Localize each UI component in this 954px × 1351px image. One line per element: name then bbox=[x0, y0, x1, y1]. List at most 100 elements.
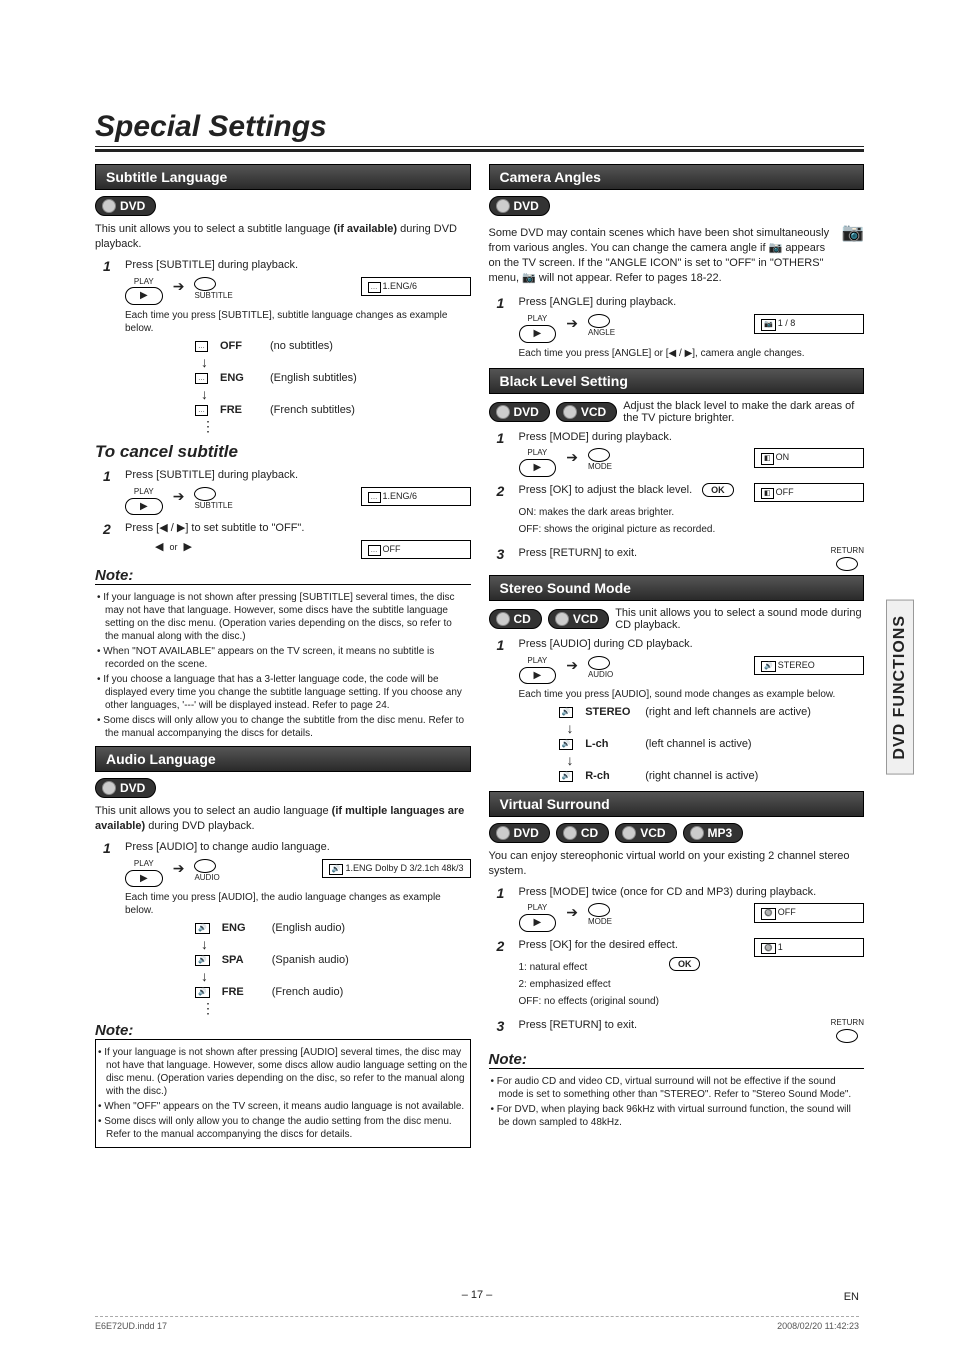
note-heading: Note: bbox=[489, 1051, 865, 1069]
down-arrow-icon: ↓ bbox=[201, 971, 471, 982]
dvd-badge: DVD bbox=[95, 196, 156, 216]
disc-icon bbox=[563, 826, 577, 840]
intro-text: This unit allows you to select an audio … bbox=[95, 804, 471, 834]
section-black-level: Black Level Setting bbox=[489, 368, 865, 394]
step-number: 1 bbox=[497, 885, 511, 901]
mode-code: STEREO bbox=[585, 705, 635, 720]
button-label: ANGLE bbox=[588, 328, 615, 339]
osd-display: 📷1 / 8 bbox=[754, 314, 864, 333]
print-file: E6E72UD.indd 17 bbox=[95, 1321, 167, 1331]
note-item: If your language is not shown after pres… bbox=[97, 591, 469, 643]
note-heading: Note: bbox=[95, 1022, 471, 1040]
note-item: If you choose a language that has a 3-le… bbox=[97, 673, 469, 712]
intro-text: Some DVD may contain scenes which have b… bbox=[489, 226, 832, 285]
down-arrow-icon: ↓ bbox=[201, 939, 471, 950]
dvd-badge: DVD bbox=[489, 196, 550, 216]
lang-desc: (no subtitles) bbox=[270, 339, 333, 354]
section-stereo-sound: Stereo Sound Mode bbox=[489, 575, 865, 601]
mode-desc: (right channel is active) bbox=[645, 769, 758, 784]
badge-label: DVD bbox=[120, 199, 145, 213]
section-audio-language: Audio Language bbox=[95, 746, 471, 772]
disc-icon bbox=[563, 405, 577, 419]
ok-button-icon: OK bbox=[669, 957, 701, 971]
button-label: SUBTITLE bbox=[194, 501, 232, 512]
osd-display: …1.ENG/6 bbox=[361, 487, 471, 506]
badge-label: MP3 bbox=[708, 826, 733, 840]
osd-icon: 🔊 bbox=[195, 923, 210, 934]
section-camera-angles: Camera Angles bbox=[489, 164, 865, 190]
intro-text: This unit allows you to select a sound m… bbox=[615, 607, 864, 631]
osd-display: …1.ENG/6 bbox=[361, 277, 471, 296]
vcd-badge: VCD bbox=[548, 609, 609, 629]
down-arrow-icon: ↓ bbox=[201, 389, 471, 400]
step-number: 3 bbox=[497, 546, 511, 562]
badge-label: CD bbox=[581, 826, 598, 840]
play-button-icon: ▶ bbox=[125, 870, 163, 888]
on-desc: ON: makes the dark areas brighter. bbox=[519, 506, 865, 519]
osd-icon: … bbox=[195, 341, 208, 352]
note-item: When "OFF" appears on the TV screen, it … bbox=[98, 1100, 468, 1113]
play-label: PLAY bbox=[519, 314, 557, 325]
disc-icon bbox=[555, 612, 569, 626]
step-text: Press [ANGLE] during playback. bbox=[519, 296, 677, 308]
dvd-badge: DVD bbox=[489, 823, 550, 843]
step-number: 1 bbox=[497, 295, 511, 311]
step-number: 1 bbox=[497, 430, 511, 446]
osd-display: ◧ON bbox=[754, 448, 864, 467]
step-text: Press [SUBTITLE] during playback. bbox=[125, 469, 298, 481]
play-button-icon: ▶ bbox=[125, 287, 163, 305]
note-list: If your language is not shown after pres… bbox=[95, 585, 471, 746]
play-label: PLAY bbox=[125, 277, 163, 288]
each-time-text: Each time you press [SUBTITLE], subtitle… bbox=[125, 309, 471, 335]
vcd-badge: VCD bbox=[556, 402, 617, 422]
osd-icon: … bbox=[195, 405, 208, 416]
return-label: RETURN bbox=[831, 546, 864, 557]
play-label: PLAY bbox=[519, 448, 557, 459]
step-number: 2 bbox=[497, 938, 511, 954]
ok-button-icon: OK bbox=[702, 483, 734, 497]
arrow-icon: ➔ bbox=[173, 487, 185, 506]
cancel-subtitle-heading: To cancel subtitle bbox=[95, 442, 471, 462]
play-label: PLAY bbox=[519, 903, 557, 914]
note-item: Some discs will only allow you to change… bbox=[97, 714, 469, 740]
arrow-icon: ➔ bbox=[566, 314, 578, 333]
disc-icon bbox=[496, 612, 510, 626]
play-button-icon: ▶ bbox=[125, 498, 163, 516]
badge-label: VCD bbox=[573, 612, 598, 626]
step-text: Press [RETURN] to exit. bbox=[519, 1018, 638, 1033]
osd-icon: 🔊 bbox=[195, 955, 210, 966]
remote-button-icon bbox=[194, 487, 216, 501]
osd-icon: 🔊 bbox=[559, 739, 574, 750]
page-title: Special Settings bbox=[95, 110, 864, 152]
vcd-badge: VCD bbox=[615, 823, 676, 843]
osd-display: 🔊STEREO bbox=[754, 656, 864, 675]
button-label: AUDIO bbox=[194, 873, 219, 884]
intro-text: You can enjoy stereophonic virtual world… bbox=[489, 849, 865, 879]
step-number: 1 bbox=[103, 468, 117, 484]
left-column: Subtitle Language DVD This unit allows y… bbox=[95, 164, 471, 1148]
note-item: For audio CD and video CD, virtual surro… bbox=[491, 1075, 863, 1101]
disc-icon bbox=[690, 826, 704, 840]
arrow-icon: ➔ bbox=[566, 656, 578, 675]
return-button-icon bbox=[836, 557, 858, 571]
camera-icon: 📷 bbox=[842, 222, 864, 243]
lang-code: SPA bbox=[222, 953, 262, 968]
effect-desc: OFF: no effects (original sound) bbox=[519, 995, 659, 1008]
step-number: 3 bbox=[497, 1018, 511, 1034]
play-button-icon: ▶ bbox=[519, 459, 557, 477]
button-label: SUBTITLE bbox=[194, 291, 232, 302]
badge-label: DVD bbox=[514, 199, 539, 213]
osd-display: ◧OFF bbox=[754, 483, 864, 502]
badge-label: VCD bbox=[640, 826, 665, 840]
play-label: PLAY bbox=[125, 487, 163, 498]
disc-icon bbox=[496, 405, 510, 419]
lang-desc: (English subtitles) bbox=[270, 371, 357, 386]
each-time-text: Each time you press [ANGLE] or [◀ / ▶], … bbox=[519, 347, 865, 360]
play-label: PLAY bbox=[519, 656, 557, 667]
button-label: MODE bbox=[588, 917, 612, 928]
remote-button-icon bbox=[588, 448, 610, 462]
note-list: For audio CD and video CD, virtual surro… bbox=[489, 1069, 865, 1135]
step-number: 1 bbox=[103, 258, 117, 274]
lang-desc: (Spanish audio) bbox=[272, 953, 349, 968]
step-text: Press [◀ / ▶] to set subtitle to "OFF". bbox=[125, 522, 304, 534]
